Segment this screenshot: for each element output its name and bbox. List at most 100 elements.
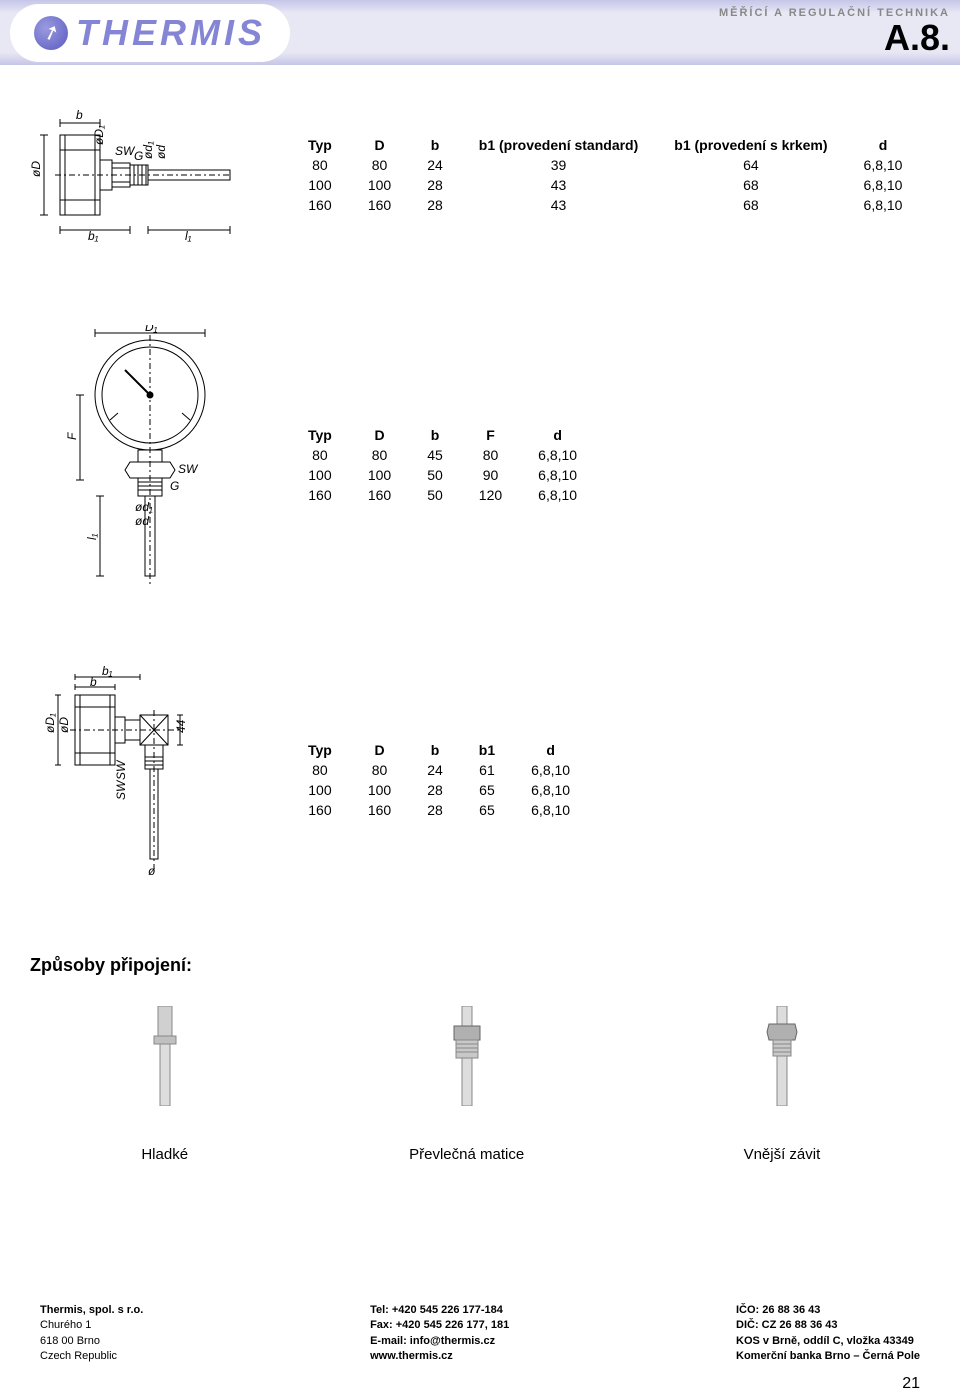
connections-heading: Způsoby připojení: [30,955,930,976]
dim-od1: øD₁ [92,125,106,145]
table-cell: 6,8,10 [513,780,588,800]
table-cell: 160 [290,800,350,820]
connection-thread-label: Vnější závit [744,1146,821,1163]
table-cell: 80 [290,155,350,175]
table-cell: 6,8,10 [520,485,595,505]
footer-country: Czech Republic [40,1349,143,1364]
table-cell: 100 [350,465,409,485]
table-cell: 6,8,10 [846,195,921,215]
table-header: D [350,425,409,445]
table-cell: 28 [409,780,461,800]
table-cell: 90 [461,465,520,485]
table-cell: 61 [461,760,513,780]
table-header: b [409,740,461,760]
table-row: 10010028656,8,10 [290,780,588,800]
diagram-bottom: D₁ F SW l₁ G ød₁ ød [30,325,270,605]
table-cell: 80 [350,155,409,175]
table-header: d [520,425,595,445]
table-cell: 45 [409,445,461,465]
table-header: Typ [290,425,350,445]
footer-city: 618 00 Brno [40,1334,143,1349]
section-bottom-connection: D₁ F SW l₁ G ød₁ ød TypDbFd 808045806,8,… [30,325,930,605]
table-header: D [350,135,409,155]
footer-street: Churého 1 [40,1318,143,1333]
footer-fax: Fax: +420 545 226 177, 181 [370,1318,509,1333]
table-cell: 24 [409,155,461,175]
table-cell: 43 [461,195,656,215]
footer-legal: IČO: 26 88 36 43 DIČ: CZ 26 88 36 43 KOS… [736,1303,920,1365]
connection-thread: Vnější závit [744,1006,821,1163]
nut-probe-icon [442,1006,492,1106]
connection-smooth: Hladké [140,1006,190,1163]
dim-d1: D₁ [145,325,158,334]
footer-ico: IČO: 26 88 36 43 [736,1303,920,1318]
table-cell: 50 [409,465,461,485]
footer-dic: DIČ: CZ 26 88 36 43 [736,1318,920,1333]
table-cell: 6,8,10 [513,760,588,780]
dim-od1s: ød₁ [141,141,155,159]
table-cell: 28 [409,175,461,195]
dim-sw3b: SW [114,779,128,800]
table-row: 808045806,8,10 [290,445,595,465]
table-header: d [846,135,921,155]
table-cell: 80 [290,760,350,780]
dim-44: 44 [174,719,188,733]
table-cell: 65 [461,800,513,820]
table-cell: 6,8,10 [846,155,921,175]
table-cell: 68 [656,175,845,195]
brand-text: THERMIS [76,12,266,54]
dim-o3: ø [148,864,156,878]
table-cell: 39 [461,155,656,175]
table-header: b1 (provedení s krkem) [656,135,845,155]
diagram-back: b SW øD øD₁ G ød₁ ød b₁ l₁ [30,85,270,265]
dim-od13: øD₁ [43,713,57,733]
table-cell: 28 [409,800,461,820]
table-row: 10010050906,8,10 [290,465,595,485]
footer-kos: KOS v Brně, oddíl C, vložka 43349 [736,1334,920,1349]
table-cell: 50 [409,485,461,505]
table-cell: 120 [461,485,520,505]
table-cell: 28 [409,195,461,215]
dim-l1: l₁ [185,229,192,243]
dim-b3: b [90,675,97,689]
table-header: Typ [290,740,350,760]
header-right: MĚŘÍCÍ A REGULAČNÍ TECHNIKA A.8. [719,7,950,59]
page-footer: Thermis, spol. s r.o. Churého 1 618 00 B… [0,1293,960,1375]
logo-icon: ➚ [34,16,68,50]
footer-web: www.thermis.cz [370,1349,509,1364]
footer-contact: Tel: +420 545 226 177-184 Fax: +420 545 … [370,1303,509,1365]
table-cell: 100 [290,175,350,195]
table-cell: 160 [350,485,409,505]
connections-row: Hladké Převlečná matice [30,1006,930,1163]
table-header: d [513,740,588,760]
table-cell: 6,8,10 [513,800,588,820]
table-header: Typ [290,135,350,155]
page-header: ➚ THERMIS MĚŘÍCÍ A REGULAČNÍ TECHNIKA A.… [0,0,960,65]
dim-b13: b₁ [102,665,113,678]
table-row: 16016028656,8,10 [290,800,588,820]
table-row: 80802439646,8,10 [290,155,920,175]
table-cell: 68 [656,195,845,215]
table-cell: 6,8,10 [520,465,595,485]
dim-b: b [76,108,83,122]
dim-sw3: SW [114,759,128,780]
connection-smooth-label: Hladké [140,1146,190,1163]
table-cell: 24 [409,760,461,780]
dim-sw: SW [115,144,136,158]
section-back-connection: b SW øD øD₁ G ød₁ ød b₁ l₁ TypDb b1 (prov… [30,85,930,265]
table-cell: 100 [290,465,350,485]
dim-g2: G [170,479,179,493]
footer-company: Thermis, spol. s r.o. [40,1303,143,1318]
table-cell: 65 [461,780,513,800]
dim-b1: b₁ [88,229,99,243]
table-cell: 80 [350,445,409,465]
table-header: b1 [461,740,513,760]
table-cell: 100 [290,780,350,800]
logo: ➚ THERMIS [10,4,290,62]
dim-f: F [65,432,79,440]
dim-od3: øD [57,717,71,733]
dim-od12: ød₁ [135,500,153,514]
table-cell: 160 [350,195,409,215]
table-cell: 80 [350,760,409,780]
thread-probe-icon [757,1006,807,1106]
